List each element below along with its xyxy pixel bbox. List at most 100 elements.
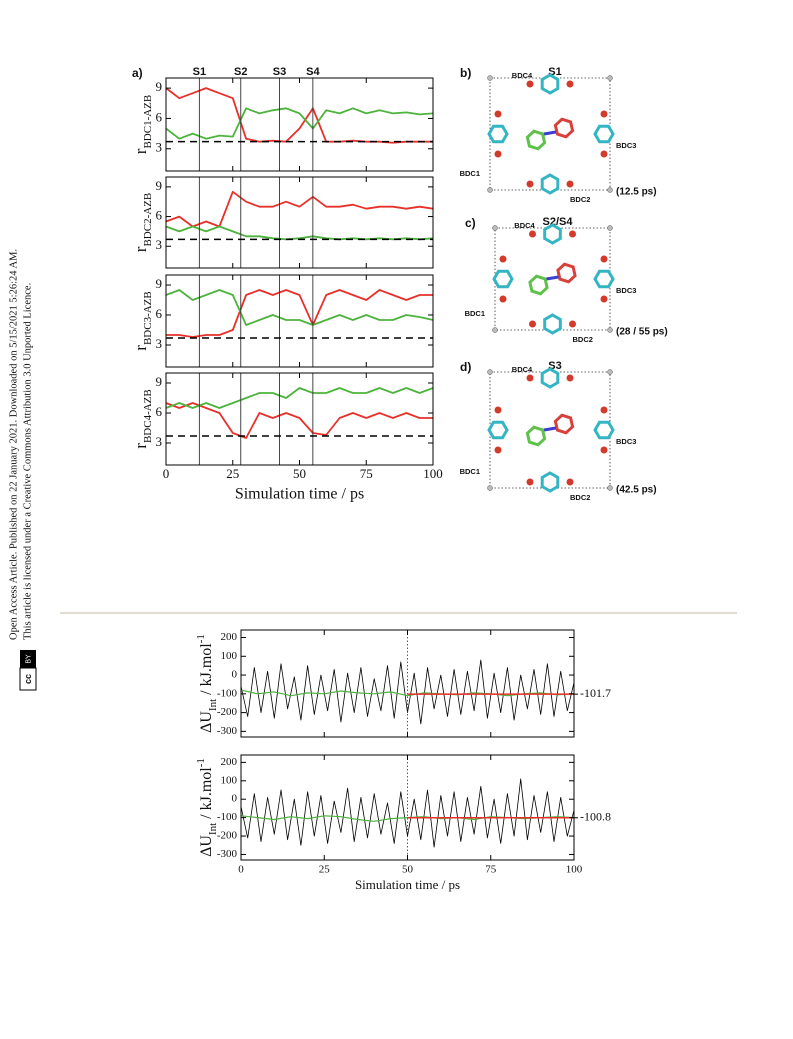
y-tick-label: 100 bbox=[221, 774, 238, 786]
x-axis-label: Simulation time / ps bbox=[355, 877, 460, 892]
linker-ring bbox=[593, 124, 615, 144]
x-tick-label: 100 bbox=[566, 864, 583, 876]
azobenzene-ring bbox=[525, 129, 547, 151]
y-label-part: -1 bbox=[195, 758, 207, 767]
carboxylate bbox=[499, 295, 507, 303]
carboxylate bbox=[526, 478, 534, 486]
carboxylate bbox=[600, 446, 608, 454]
plot-frame bbox=[165, 176, 434, 269]
linker-ring bbox=[543, 223, 562, 245]
y-label-part: ΔU bbox=[198, 835, 215, 857]
linker-ring bbox=[593, 420, 615, 440]
y-label-part: r bbox=[131, 246, 150, 252]
carboxylate bbox=[494, 406, 502, 414]
carboxylate bbox=[494, 446, 502, 454]
y-tick-label: 3 bbox=[156, 140, 163, 155]
azo-bond bbox=[543, 130, 557, 136]
y-label-part: Int bbox=[207, 699, 219, 711]
metal-node bbox=[487, 187, 493, 193]
y-tick-label: 3 bbox=[156, 434, 163, 449]
y-axis-label: rBDC1-AZB bbox=[131, 95, 154, 154]
y-label-part: r bbox=[131, 345, 150, 351]
y-label-part: / kJ.mol bbox=[198, 643, 215, 699]
carboxylate bbox=[499, 255, 507, 263]
y-tick-label: 0 bbox=[232, 793, 238, 805]
x-axis-label: Simulation time / ps bbox=[235, 486, 364, 503]
y-tick-label: -200 bbox=[217, 706, 238, 718]
carboxylate bbox=[494, 110, 502, 118]
y-label-part: Int bbox=[207, 823, 219, 835]
y-label-part: ΔU bbox=[198, 711, 215, 733]
y-tick-label: 9 bbox=[156, 79, 163, 94]
y-label-part: r bbox=[131, 148, 150, 154]
y-label-part: BDC4-AZB bbox=[142, 389, 154, 443]
y-tick-label: 6 bbox=[156, 208, 163, 223]
y-tick-label: 9 bbox=[156, 276, 163, 291]
metal-node bbox=[607, 187, 613, 193]
y-tick-label: 6 bbox=[156, 404, 163, 419]
panel-label: b) bbox=[460, 66, 471, 80]
linker-ring bbox=[492, 269, 514, 289]
x-tick-label: 50 bbox=[293, 466, 306, 481]
mean-label: -101.7 bbox=[580, 686, 611, 700]
y-label-part: r bbox=[131, 443, 150, 449]
y-tick-label: 200 bbox=[221, 631, 238, 643]
y-tick-label: 200 bbox=[221, 756, 238, 768]
data-line bbox=[165, 225, 434, 241]
panel-label: a) bbox=[132, 66, 143, 80]
plot-frame bbox=[165, 274, 434, 368]
metal-node bbox=[607, 485, 613, 491]
y-tick-label: -100 bbox=[217, 687, 238, 699]
azobenzene-ring bbox=[525, 425, 547, 447]
y-tick-label: 0 bbox=[232, 669, 238, 681]
notice-line: Open Access Article. Published on 22 Jan… bbox=[8, 249, 19, 640]
azo-bond bbox=[546, 275, 559, 281]
plot-frame bbox=[165, 77, 434, 172]
data-line bbox=[165, 387, 434, 409]
panel-label: d) bbox=[460, 360, 471, 374]
y-tick-label: -300 bbox=[217, 725, 238, 737]
carboxylate bbox=[566, 80, 574, 88]
carboxylate bbox=[600, 110, 608, 118]
data-line bbox=[165, 402, 433, 439]
event-label: S2 bbox=[234, 66, 247, 78]
data-line bbox=[165, 87, 433, 144]
linker-ring bbox=[540, 173, 560, 195]
linker-label: BDC1 bbox=[465, 309, 485, 318]
carboxylate bbox=[566, 180, 574, 188]
y-axis-label: ΔUInt / kJ.mol-1 bbox=[195, 758, 219, 857]
carboxylate bbox=[529, 320, 536, 328]
azo-bond bbox=[543, 426, 557, 432]
azobenzene-ring bbox=[553, 413, 575, 435]
linker-label: BDC2 bbox=[573, 335, 593, 344]
data-line bbox=[165, 289, 434, 326]
linker-label: BDC4 bbox=[512, 365, 533, 374]
y-label-part: / kJ.mol bbox=[198, 767, 215, 823]
linker-label: BDC3 bbox=[616, 286, 636, 295]
y-axis-label: ΔUInt / kJ.mol-1 bbox=[195, 634, 219, 733]
time-label: (42.5 ps) bbox=[616, 485, 657, 496]
carboxylate bbox=[526, 80, 534, 88]
side-notice: cc BY Open Access Article. Published on … bbox=[8, 249, 37, 691]
y-tick-label: -100 bbox=[217, 811, 238, 823]
metal-node bbox=[487, 369, 493, 375]
mean-label: -100.8 bbox=[580, 810, 611, 824]
linker-ring bbox=[540, 471, 560, 493]
y-tick-label: 6 bbox=[156, 306, 163, 321]
data-line bbox=[165, 107, 434, 140]
x-tick-label: 0 bbox=[163, 466, 170, 481]
event-label: S1 bbox=[193, 66, 206, 78]
carboxylate bbox=[600, 295, 608, 303]
panel-label: c) bbox=[465, 216, 476, 230]
y-axis-label: rBDC4-AZB bbox=[131, 389, 154, 448]
carboxylate bbox=[600, 150, 608, 158]
linker-label: BDC1 bbox=[460, 169, 480, 178]
y-tick-label: 9 bbox=[156, 178, 163, 193]
carboxylate bbox=[526, 374, 534, 382]
carboxylate bbox=[526, 180, 534, 188]
by-text: BY bbox=[25, 654, 32, 664]
linker-label: BDC3 bbox=[616, 437, 636, 446]
linker-ring bbox=[543, 313, 562, 335]
x-tick-label: 50 bbox=[402, 864, 414, 876]
linker-label: BDC3 bbox=[616, 141, 636, 150]
